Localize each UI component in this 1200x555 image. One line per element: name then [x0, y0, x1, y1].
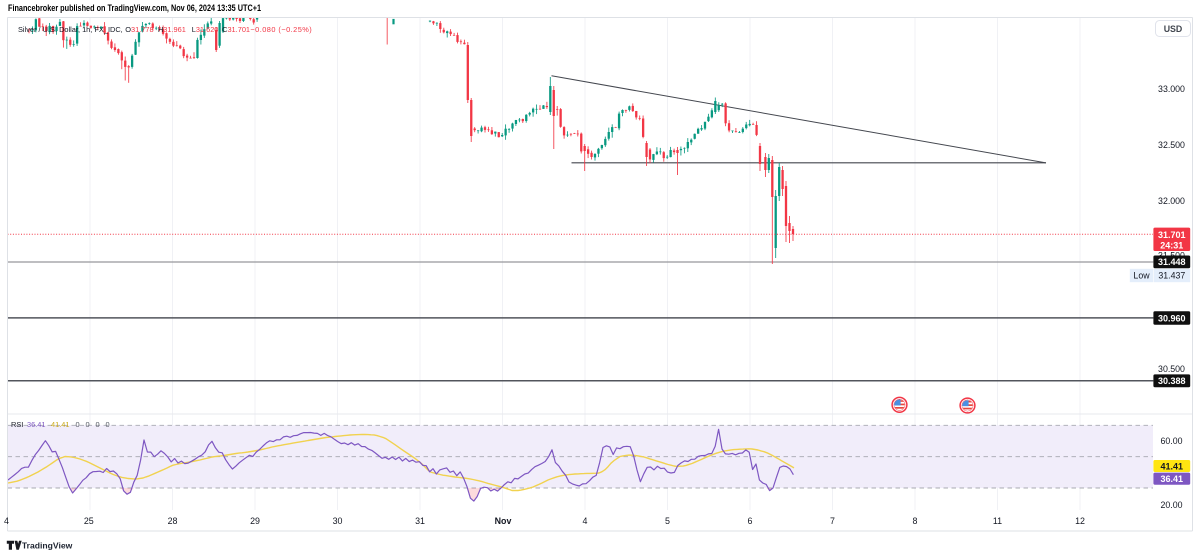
- svg-text:31.437: 31.437: [1158, 271, 1185, 281]
- svg-text:7: 7: [830, 516, 835, 526]
- svg-text:11: 11: [993, 516, 1002, 526]
- svg-text:20.00: 20.00: [1160, 500, 1182, 510]
- svg-text:O31.778: O31.778: [125, 25, 153, 34]
- svg-text:36.41: 36.41: [1161, 474, 1184, 484]
- svg-text:6: 6: [748, 516, 753, 526]
- svg-text:33.000: 33.000: [1158, 84, 1185, 94]
- svg-text:USD: USD: [1164, 24, 1183, 34]
- svg-text:8: 8: [913, 516, 918, 526]
- svg-text:C31.701: C31.701: [222, 25, 250, 34]
- svg-text:0: 0: [86, 420, 90, 429]
- svg-text:H31.961: H31.961: [158, 25, 186, 34]
- svg-text:4: 4: [4, 516, 9, 526]
- svg-text:RSI: RSI: [11, 420, 23, 429]
- svg-text:25: 25: [84, 516, 94, 526]
- svg-text:0: 0: [96, 420, 100, 429]
- svg-text:12: 12: [1075, 516, 1085, 526]
- svg-text:29: 29: [250, 516, 260, 526]
- svg-text:41.41: 41.41: [1161, 461, 1184, 471]
- svg-text:0: 0: [106, 420, 110, 429]
- svg-text:−0.080 (−0.25%): −0.080 (−0.25%): [250, 25, 312, 34]
- svg-text:5: 5: [665, 516, 670, 526]
- svg-text:0: 0: [76, 420, 80, 429]
- svg-text:Financebroker published on Tra: Financebroker published on TradingView.c…: [8, 3, 261, 13]
- svg-text:31: 31: [415, 516, 425, 526]
- svg-text:Silver / U.S. Dollar, 1h, FX_I: Silver / U.S. Dollar, 1h, FX_IDC,: [18, 25, 123, 34]
- svg-text:32.500: 32.500: [1158, 140, 1185, 150]
- svg-text:24:31: 24:31: [1160, 240, 1183, 250]
- svg-text:36.41: 36.41: [27, 420, 46, 429]
- svg-text:31.701: 31.701: [1158, 230, 1186, 240]
- svg-text:30.388: 30.388: [1158, 376, 1186, 386]
- svg-text:30.500: 30.500: [1158, 364, 1185, 374]
- svg-text:31.448: 31.448: [1158, 257, 1186, 267]
- svg-text:32.000: 32.000: [1158, 196, 1185, 206]
- svg-text:4: 4: [583, 516, 588, 526]
- svg-text:Nov: Nov: [495, 516, 512, 526]
- svg-text:TradingView: TradingView: [22, 540, 73, 550]
- svg-text:L31.620: L31.620: [192, 25, 219, 34]
- svg-text:Low: Low: [1133, 271, 1150, 281]
- svg-text:30.960: 30.960: [1158, 313, 1186, 323]
- svg-text:30: 30: [333, 516, 343, 526]
- svg-text:60.00: 60.00: [1160, 436, 1182, 446]
- svg-text:41.41: 41.41: [51, 420, 70, 429]
- svg-text:28: 28: [168, 516, 178, 526]
